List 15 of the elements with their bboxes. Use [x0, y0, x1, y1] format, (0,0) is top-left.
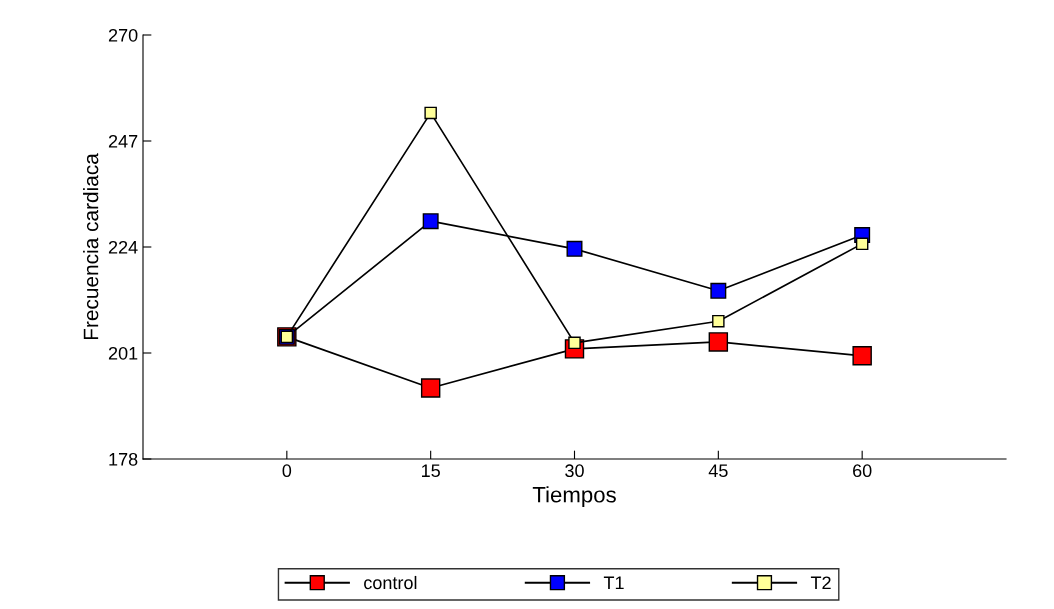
x-tick-label: 15 [422, 464, 440, 478]
y-tick-label: 178 [109, 452, 138, 466]
x-tick-label: 0 [282, 464, 292, 478]
x-tick-label: 45 [708, 464, 728, 478]
y-tick-label: 270 [108, 28, 138, 42]
y-tick-label: 201 [108, 346, 138, 360]
x-axis-title: Tiempos [532, 486, 616, 507]
legend-label: control [364, 575, 417, 590]
legend-label: T1 [603, 576, 624, 589]
y-tick-label: 247 [108, 134, 138, 148]
x-tick-label: 60 [853, 464, 872, 478]
x-tick-label: 30 [565, 464, 584, 478]
legend-label: T2 [810, 576, 831, 589]
y-tick-label: 224 [108, 240, 138, 254]
y-axis-title: Frecuencia cardiaca [83, 153, 99, 340]
